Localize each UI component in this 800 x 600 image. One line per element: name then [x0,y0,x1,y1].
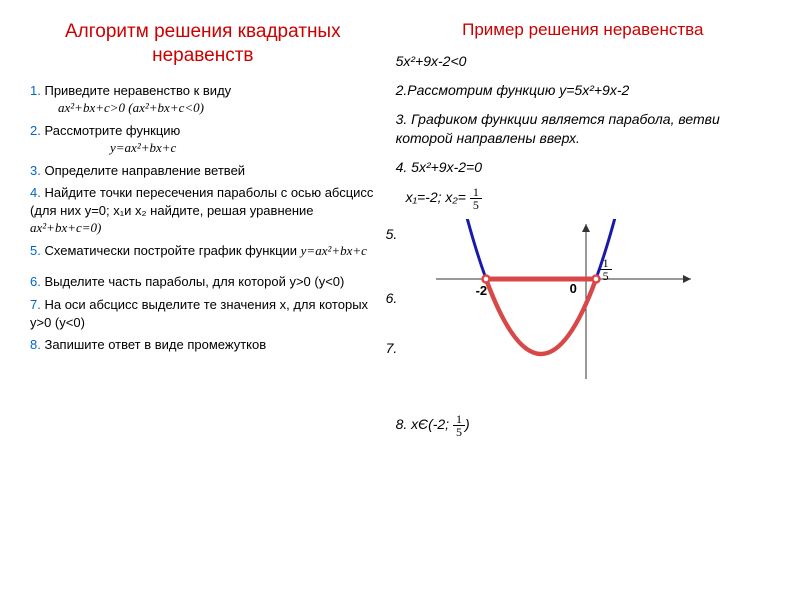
step-4: 4. Найдите точки пересечения параболы с … [30,184,376,237]
step-6: 6. Выделите часть параболы, для которой … [30,273,376,291]
step-num: 4. [30,185,41,200]
right-title: Пример решения неравенства [396,20,770,40]
parabola-graph: -2 0 1 5 [436,219,696,389]
step-num: 2. [30,123,41,138]
example-inequality: 5х²+9х-2<0 [396,52,770,71]
fraction-one-fifth: 1 5 [470,186,482,211]
step-5: 5. Схематически постройте график функции… [30,242,376,260]
example-step-5: 5. [386,225,398,244]
step-formula: ах²+bх+c=0) [30,220,101,235]
step-text: Приведите неравенство к виду [44,83,231,98]
frac-den: 5 [470,199,482,211]
example-roots: х₁=-2; х₂= 1 5 [406,186,770,211]
example-step-6: 6. [386,289,398,308]
step-8: 8. Запишите ответ в виде промежутков [30,336,376,354]
step-num: 8. [30,337,41,352]
step-num: 5. [30,243,41,258]
graph-label-zero: 0 [570,281,577,296]
example-step-2: 2.Рассмотрим функцию у=5х²+9х-2 [396,81,770,100]
step-text: Определите направление ветвей [44,163,245,178]
left-title: Алгоритм решения квадратных неравенств [30,20,376,68]
graph-label-x1: -2 [476,283,488,298]
step-text: Запишите ответ в виде промежутков [44,337,266,352]
step-num: 1. [30,83,41,98]
step-text: Найдите точки пересечения параболы с ось… [30,185,373,218]
example-step-3: 3. Графиком функции является парабола, в… [396,110,770,148]
graph-svg [436,219,696,389]
step-num: 7. [30,297,41,312]
frac-den: 5 [600,270,612,282]
step-text: Рассмотрите функцию [44,123,180,138]
step-7: 7. На оси абсцисс выделите те значения х… [30,296,376,331]
example-step-7: 7. [386,339,398,358]
step-num: 6. [30,274,41,289]
step-num: 3. [30,163,41,178]
step-text: Схематически постройте график функции [44,243,300,258]
step-text: На оси абсцисс выделите те значения х, д… [30,297,368,330]
frac-den: 5 [453,426,465,438]
graph-label-x2: 1 5 [600,257,612,282]
step-3: 3. Определите направление ветвей [30,162,376,180]
step-1: 1. Приведите неравенство к виду ах²+bх+c… [30,82,376,117]
example-step-4: 4. 5х²+9х-2=0 [396,158,770,177]
step-formula: у=ах²+bх+c [30,139,376,157]
step-2: 2. Рассмотрите функцию у=ах²+bх+c [30,122,376,157]
step-text: Выделите часть параболы, для которой у>0… [44,274,344,289]
step-formula: ах²+bх+c>0 (ах²+bх+c<0) [30,99,376,117]
step-formula: у=ах²+bх+c [301,243,367,258]
roots-prefix: х₁=-2; х₂= [406,190,466,206]
